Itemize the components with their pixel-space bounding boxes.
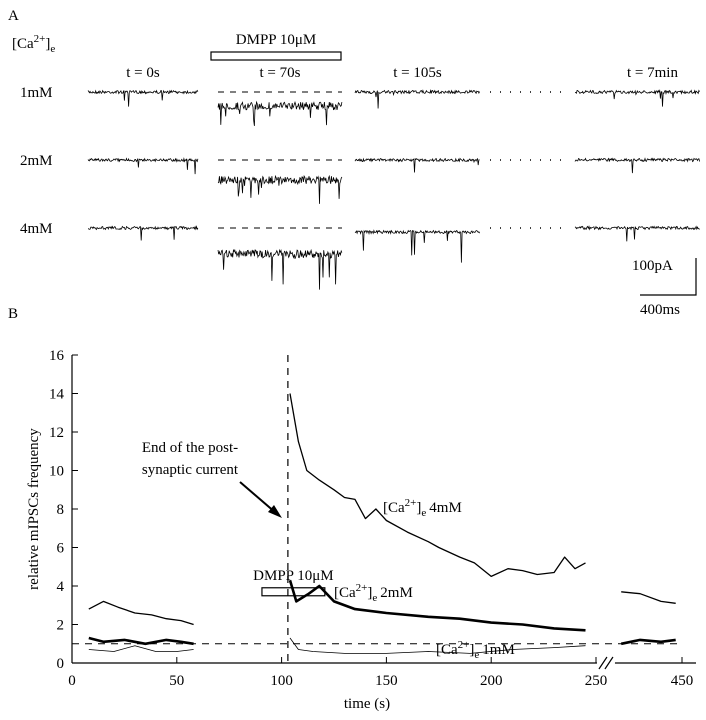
y-tick-label: 12 — [49, 425, 64, 441]
ca-base: [Ca — [383, 500, 405, 516]
x-tick-label: 200 — [480, 673, 503, 689]
ca-label: [Ca2+]e 1mM — [436, 639, 515, 661]
ca-base: [Ca — [334, 585, 356, 601]
axis-break — [598, 656, 614, 670]
ca-label: [Ca2+]e — [12, 33, 55, 55]
y-tick-label: 4 — [57, 579, 65, 595]
current-trace — [217, 100, 343, 126]
x-tick-label: 100 — [270, 673, 293, 689]
panel-label: B — [8, 306, 18, 322]
panel-label: A — [8, 8, 19, 24]
ca-close: ] — [416, 500, 421, 516]
series-line — [88, 393, 676, 626]
current-trace — [574, 89, 700, 107]
x-tick-label: 250 — [585, 673, 608, 689]
arrow — [239, 481, 277, 514]
time-label: t = 70s — [260, 65, 301, 81]
x-tick-label: 0 — [68, 673, 76, 689]
y-tick-label: 10 — [49, 464, 64, 480]
current-trace — [217, 248, 343, 290]
concentration-label: 1mM — [20, 85, 53, 101]
time-label: t = 7min — [627, 65, 678, 81]
annotation: synaptic current — [142, 462, 239, 478]
time-label: t = 0s — [126, 65, 160, 81]
current-trace — [88, 225, 199, 241]
concentration-label: 2mM — [20, 153, 53, 169]
y-tick-label: 6 — [57, 541, 65, 557]
ca-base: [Ca — [12, 36, 34, 52]
x-axis-label: time (s) — [344, 696, 390, 712]
scale-bar — [640, 258, 697, 296]
drug-label: DMPP 10μM — [253, 568, 333, 584]
ca-conc: 4mM — [429, 500, 462, 516]
scale-time: 400ms — [640, 302, 680, 318]
current-trace — [574, 157, 700, 174]
current-trace — [574, 225, 700, 242]
time-label: t = 105s — [393, 65, 442, 81]
current-trace — [87, 89, 199, 107]
ca-sub: e — [474, 649, 479, 661]
ca-sup: 2+ — [34, 33, 46, 45]
ca-label: [Ca2+]e 4mM — [383, 497, 462, 519]
ca-conc: 1mM — [482, 642, 515, 658]
concentration-label: 4mM — [20, 221, 53, 237]
ca-sup: 2+ — [458, 639, 470, 651]
y-tick-label: 14 — [49, 387, 65, 403]
y-tick-label: 2 — [57, 618, 65, 634]
y-tick-label: 16 — [49, 348, 65, 364]
x-tick-label: 50 — [169, 673, 184, 689]
ca-sup: 2+ — [405, 497, 417, 509]
ca-sup: 2+ — [356, 582, 368, 594]
ca-conc: 2mM — [380, 585, 413, 601]
ca-close: ] — [45, 36, 50, 52]
x-tick-label: 150 — [375, 673, 398, 689]
ca-base: [Ca — [436, 642, 458, 658]
ca-label: [Ca2+]e 2mM — [334, 582, 413, 604]
current-trace — [354, 89, 480, 109]
y-axis-label: relative mIPSCs frequency — [26, 428, 42, 590]
current-trace — [87, 157, 199, 175]
ca-sub: e — [50, 43, 55, 55]
current-trace — [354, 229, 480, 263]
arrow-head — [268, 505, 282, 518]
ca-sub: e — [421, 507, 426, 519]
ca-close: ] — [367, 585, 372, 601]
x-tick-label: 450 — [671, 673, 694, 689]
ca-sub: e — [372, 592, 377, 604]
y-tick-label: 0 — [57, 656, 65, 672]
ca-close: ] — [469, 642, 474, 658]
y-tick-label: 8 — [57, 502, 65, 518]
series-line — [88, 637, 586, 654]
series-line — [88, 579, 676, 646]
drug-label: DMPP 10μM — [236, 32, 316, 48]
current-trace — [354, 157, 480, 173]
scale-current: 100pA — [632, 258, 673, 274]
annotation: End of the post- — [142, 440, 238, 456]
current-trace — [217, 174, 343, 204]
drug-bar — [210, 51, 342, 61]
